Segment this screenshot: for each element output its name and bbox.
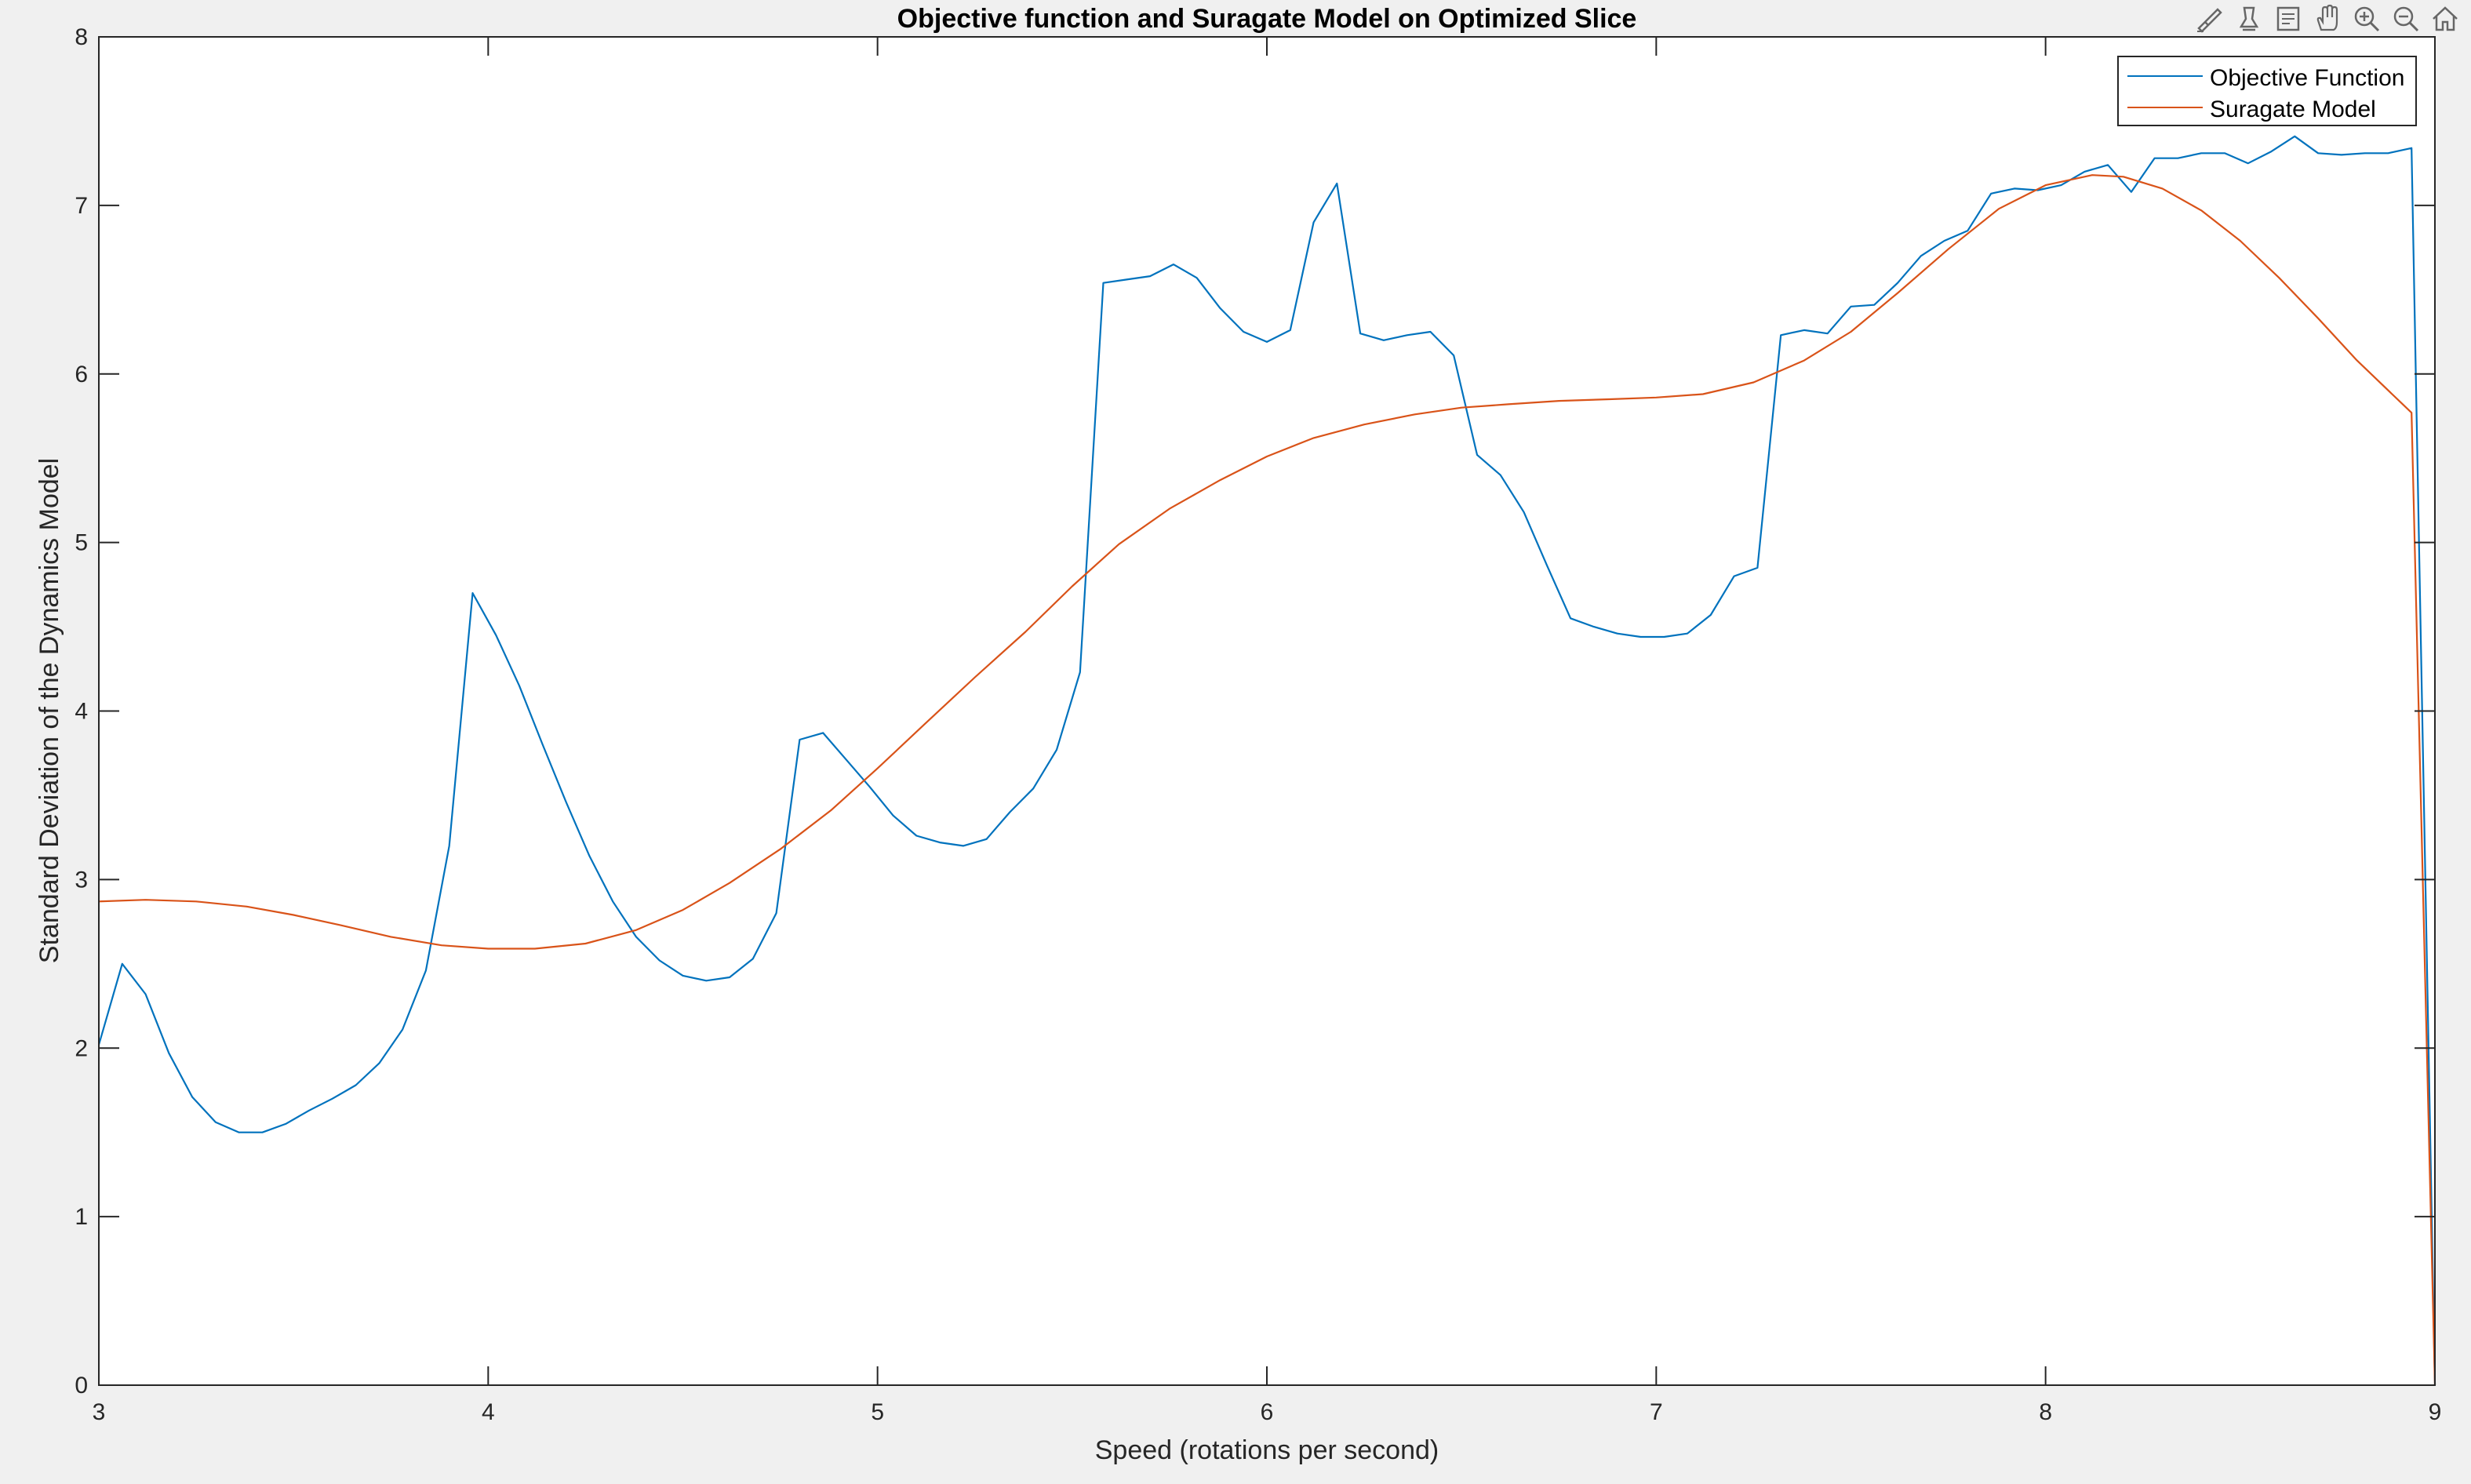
x-axis-label: Speed (rotations per second) [1095,1435,1439,1465]
axes-toolbar [2192,0,2463,38]
y-tick-label: 7 [75,193,88,219]
pan-button[interactable] [2309,1,2345,37]
x-tick-label: 4 [482,1399,495,1425]
x-tick-label: 3 [93,1399,106,1425]
x-tick-label: 6 [1261,1399,1274,1425]
y-tick-label: 2 [75,1035,88,1061]
y-tick-label: 1 [75,1204,88,1230]
brush-icon [2197,8,2222,33]
data-tips-button[interactable] [2231,1,2267,37]
y-axis-label: Standard Deviation of the Dynamics Model [35,458,64,963]
data-tips-icon [2239,6,2259,31]
y-tick-label: 8 [75,24,88,50]
series-line-objective-function[interactable] [97,135,2436,1386]
legend-button[interactable] [2270,1,2306,37]
zoom-in-icon [2354,6,2380,32]
legend-box [2117,56,2417,126]
x-tick-label: 9 [2429,1399,2442,1425]
x-tick-label: 7 [1650,1399,1663,1425]
series-line-suragate-model[interactable] [98,174,2436,1386]
chart-title: Objective function and Suragate Model on… [897,4,1637,34]
pan-icon [2316,4,2338,31]
y-tick-label: 3 [75,867,88,893]
home-button[interactable] [2427,1,2463,37]
y-tick-label: 0 [75,1373,88,1399]
x-tick-label: 5 [871,1399,884,1425]
y-tick-label: 6 [75,362,88,387]
home-icon [2433,6,2458,31]
zoom-out-icon [2393,6,2419,32]
legend-label-suragate-model: Suragate Model [2210,96,2376,122]
y-tick-label: 4 [75,699,88,725]
zoom-out-button[interactable] [2388,1,2424,37]
y-tick-label: 5 [75,530,88,556]
x-ticks: 3 4 5 6 7 8 9 [93,37,2442,1425]
brush-button[interactable] [2192,1,2228,37]
legend-icon [2276,6,2300,31]
series-lines [97,135,2436,1386]
zoom-in-button[interactable] [2349,1,2385,37]
y-ticks: 0 1 2 3 4 5 6 7 8 [75,24,2435,1399]
legend-label-objective-function: Objective Function [2210,65,2404,91]
legend[interactable]: Objective Function Suragate Model [2117,56,2417,126]
plot-area [99,37,2435,1385]
x-tick-label: 8 [2039,1399,2052,1425]
